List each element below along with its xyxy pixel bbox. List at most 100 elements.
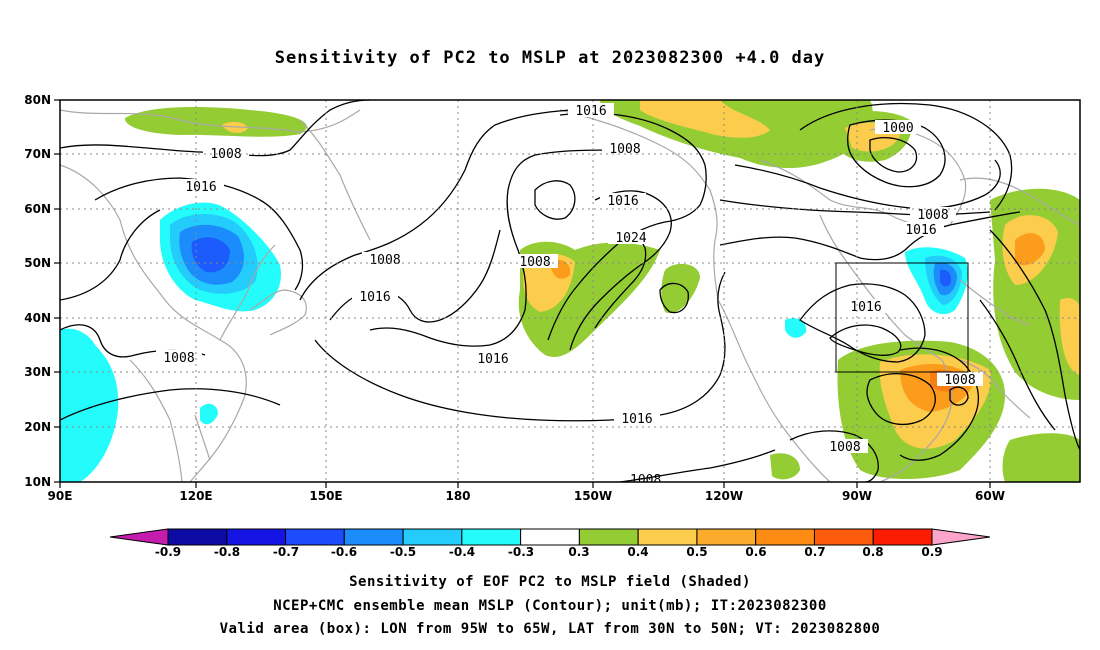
contour-labels: 1016 1008 1000 1008 1016 1016 1024 1008 … bbox=[156, 103, 983, 488]
lon-label: 90W bbox=[842, 489, 872, 503]
svg-text:1016: 1016 bbox=[575, 104, 606, 119]
contour-label: 1008 bbox=[512, 254, 558, 270]
colorbar-label: 0.7 bbox=[804, 545, 825, 559]
caption-line-1: Sensitivity of EOF PC2 to MSLP field (Sh… bbox=[349, 574, 751, 590]
colorbar-box bbox=[167, 528, 228, 546]
svg-text:1008: 1008 bbox=[210, 147, 241, 162]
svg-text:1008: 1008 bbox=[630, 473, 661, 488]
lat-label: 30N bbox=[24, 365, 51, 379]
svg-text:1016: 1016 bbox=[359, 290, 390, 305]
contour-label: 1008 bbox=[910, 207, 956, 223]
caption-line-3: Valid area (box): LON from 95W to 65W, L… bbox=[219, 621, 881, 637]
colorbar-label: -0.8 bbox=[214, 545, 240, 559]
shade-negative bbox=[940, 269, 952, 287]
svg-text:1016: 1016 bbox=[850, 300, 881, 315]
contour-label: 1016 bbox=[470, 351, 516, 367]
lon-label: 180 bbox=[445, 489, 470, 503]
tick-marks bbox=[54, 99, 991, 488]
colorbar-high-triangle bbox=[931, 528, 991, 546]
contour-label: 1008 bbox=[203, 146, 249, 162]
shade-positive bbox=[124, 107, 307, 137]
colorbar-box bbox=[226, 528, 287, 546]
colorbar-label: 0.8 bbox=[862, 545, 883, 559]
mslp-contours bbox=[60, 100, 1080, 482]
longitude-labels: 90E 120E 150E 180 150W 120W 90W 60W bbox=[48, 489, 1005, 503]
map-frame bbox=[59, 99, 1081, 483]
shade-positive bbox=[770, 453, 800, 480]
lon-label: 60W bbox=[975, 489, 1005, 503]
contour-label: 1008 bbox=[937, 372, 983, 388]
contour-label: 1008 bbox=[602, 141, 648, 157]
map-area: 1016 1008 1000 1008 1016 1016 1024 1008 … bbox=[60, 100, 1080, 488]
svg-text:1016: 1016 bbox=[607, 194, 638, 209]
valid-area-box bbox=[835, 262, 969, 373]
colorbar-label: -0.9 bbox=[155, 545, 181, 559]
svg-text:1008: 1008 bbox=[944, 373, 975, 388]
contour-label: 1016 bbox=[600, 193, 646, 209]
svg-text:1008: 1008 bbox=[369, 253, 400, 268]
lat-label: 80N bbox=[24, 93, 51, 107]
colorbar-low-triangle bbox=[109, 528, 169, 546]
colorbar-box bbox=[872, 528, 933, 546]
shade-positive bbox=[661, 263, 700, 314]
colorbar-label: 0.9 bbox=[921, 545, 942, 559]
colorbar: -0.9 -0.8 -0.7 -0.6 -0.5 -0.4 -0.3 0.3 0… bbox=[109, 528, 991, 559]
colorbar-label: -0.5 bbox=[390, 545, 416, 559]
colorbar-box bbox=[461, 528, 522, 546]
contour-label: 1024 bbox=[608, 230, 654, 246]
lat-label: 40N bbox=[24, 311, 51, 325]
svg-text:1016: 1016 bbox=[477, 352, 508, 367]
shade-negative bbox=[60, 328, 119, 482]
lon-label: 120E bbox=[179, 489, 212, 503]
colorbar-boxes bbox=[167, 528, 933, 546]
shade-negative bbox=[200, 403, 218, 425]
colorbar-box bbox=[343, 528, 404, 546]
colorbar-box bbox=[813, 528, 874, 546]
contour-label: 1016 bbox=[568, 103, 614, 119]
caption-line-2: NCEP+CMC ensemble mean MSLP (Contour); u… bbox=[273, 598, 827, 614]
plot-title: Sensitivity of PC2 to MSLP at 2023082300… bbox=[274, 48, 826, 68]
lat-label: 60N bbox=[24, 202, 51, 216]
shade-negative bbox=[191, 237, 230, 273]
colorbar-label: 0.3 bbox=[568, 545, 589, 559]
contour-label: 1008 bbox=[362, 252, 408, 268]
contour-label: 1016 bbox=[178, 179, 224, 195]
lat-label: 70N bbox=[24, 147, 51, 161]
contour-label: 1016 bbox=[843, 299, 889, 315]
colorbar-label: -0.4 bbox=[449, 545, 475, 559]
lat-label: 10N bbox=[24, 475, 51, 489]
shade-negative bbox=[785, 318, 807, 338]
svg-text:1008: 1008 bbox=[609, 142, 640, 157]
latitude-labels: 80N 70N 60N 50N 40N 30N 20N 10N bbox=[24, 93, 51, 489]
svg-text:1008: 1008 bbox=[829, 440, 860, 455]
svg-text:1016: 1016 bbox=[621, 412, 652, 427]
shade-positive bbox=[1002, 433, 1080, 482]
colorbar-label: 0.6 bbox=[745, 545, 766, 559]
colorbar-box bbox=[402, 528, 463, 546]
colorbar-box bbox=[578, 528, 639, 546]
colorbar-label: -0.6 bbox=[331, 545, 357, 559]
lon-label: 150E bbox=[309, 489, 342, 503]
colorbar-box bbox=[755, 528, 815, 546]
shade-positive bbox=[1015, 233, 1045, 266]
lon-label: 90E bbox=[48, 489, 73, 503]
colorbar-label: -0.3 bbox=[508, 545, 534, 559]
lat-label: 20N bbox=[24, 420, 51, 434]
svg-text:1000: 1000 bbox=[882, 121, 913, 136]
shade-positive bbox=[640, 100, 770, 138]
colorbar-box bbox=[637, 528, 698, 546]
svg-text:1016: 1016 bbox=[905, 223, 936, 238]
colorbar-box bbox=[285, 528, 345, 546]
colorbar-label: 0.4 bbox=[627, 545, 648, 559]
lon-label: 150W bbox=[574, 489, 612, 503]
contour-label: 1016 bbox=[352, 289, 398, 305]
colorbar-label: -0.7 bbox=[273, 545, 299, 559]
colorbar-labels: -0.9 -0.8 -0.7 -0.6 -0.5 -0.4 -0.3 0.3 0… bbox=[155, 545, 943, 559]
colorbar-box bbox=[520, 528, 580, 546]
colorbar-label: 0.5 bbox=[686, 545, 707, 559]
gridlines bbox=[60, 100, 1080, 482]
contour-label: 1000 bbox=[875, 120, 921, 136]
contour-label: 1016 bbox=[898, 222, 944, 238]
colorbar-box bbox=[696, 528, 757, 546]
